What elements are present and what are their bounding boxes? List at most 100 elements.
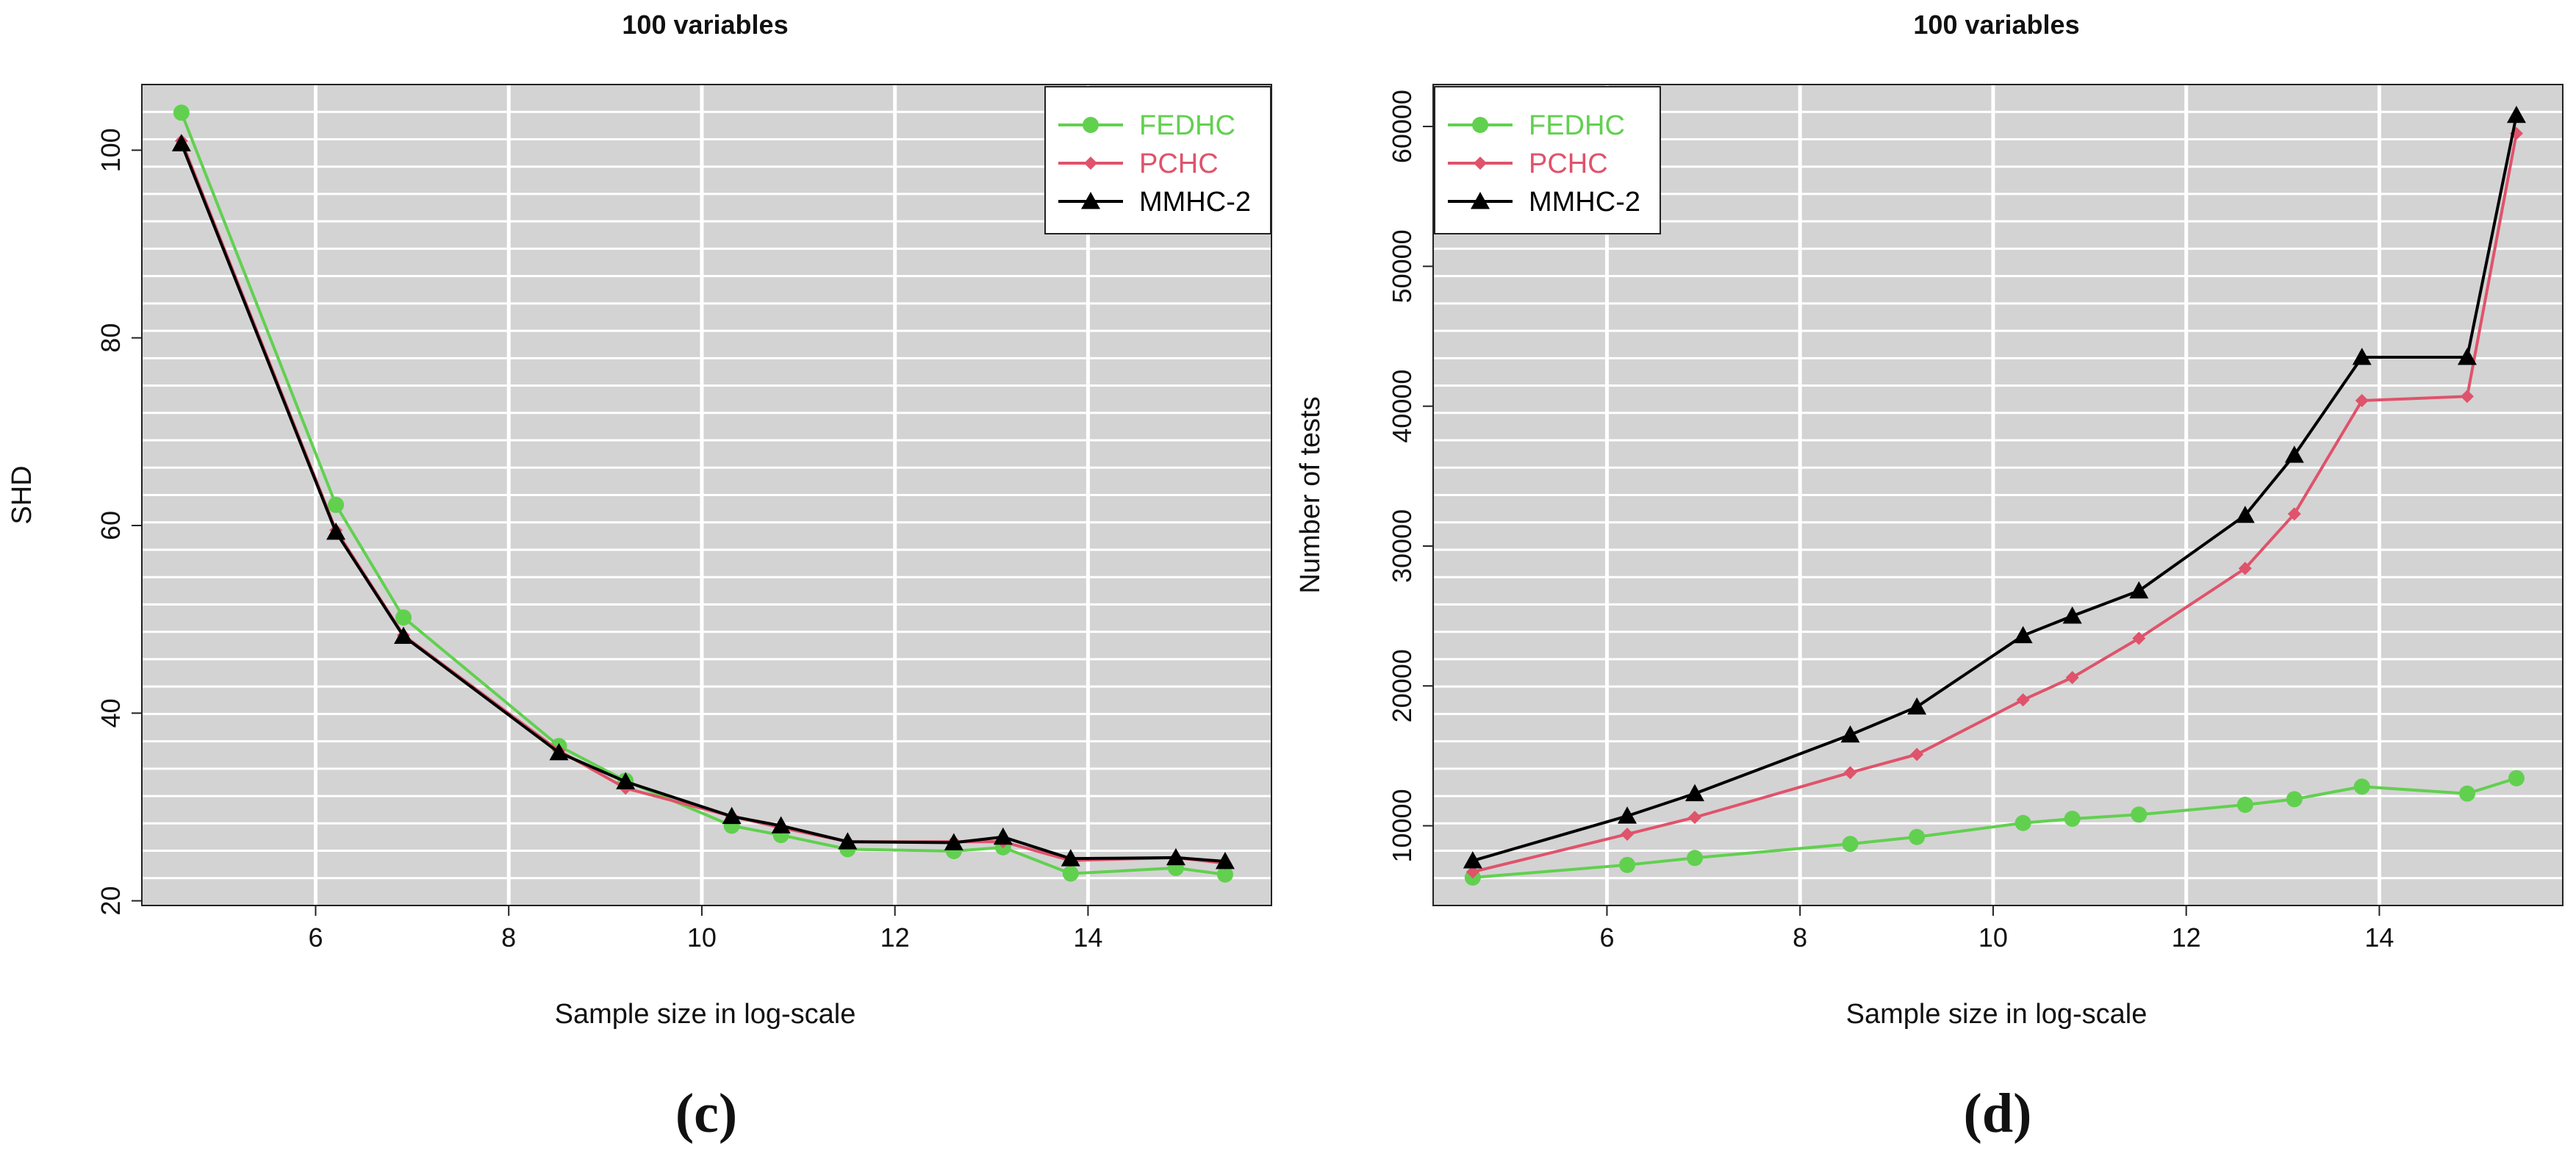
marker-fedhc-4 [1909,828,1926,845]
legend: FEDHC PCHC MMHC-2 [1434,86,1661,234]
legend-label: MMHC-2 [1139,187,1251,218]
marker-mmhc-2-4 [1907,697,1927,715]
y-axis-label: SHD [7,465,37,524]
marker-mmhc-2-3 [549,742,569,761]
marker-pchc-1 [1621,827,1635,841]
marker-fedhc-legend [1083,117,1099,133]
marker-pchc-0 [1465,865,1479,879]
marker-mmhc-2-legend [1081,192,1100,209]
panel-caption: (d) [1964,1083,2032,1144]
marker-fedhc-5 [2014,814,2031,831]
legend-item-pchc: PCHC [1448,148,1608,179]
marker-mmhc-2-5 [722,806,742,825]
marker-fedhc-10 [1062,865,1079,882]
marker-pchc-7 [2132,631,2146,645]
marker-mmhc-2-12 [2506,105,2526,123]
legend-box [1044,86,1271,234]
marker-fedhc-6 [2064,811,2081,828]
x-tick-label: 8 [1793,922,1807,953]
marker-fedhc-1 [1619,856,1636,873]
marker-pchc-10 [2355,394,2369,408]
legend-label: PCHC [1139,148,1219,179]
marker-pchc-legend [1474,157,1487,170]
y-tick-label: 10000 [1387,789,1417,862]
marker-mmhc-2-8 [944,833,964,850]
marker-fedhc-2 [1687,850,1704,867]
marker-mmhc-2-6 [2062,606,2082,624]
x-tick-label: 12 [2172,922,2201,953]
marker-mmhc-2-12 [1215,852,1235,869]
marker-fedhc-1 [328,496,345,513]
marker-pchc-6 [2065,670,2079,684]
marker-mmhc-2-2 [394,626,414,645]
series-pchc [1465,126,2523,879]
y-axis-label: Number of tests [1295,396,1326,593]
horizontal-gridlines [142,110,1271,880]
y-tick-label: 30000 [1387,509,1417,583]
plot-frame [141,84,1272,906]
marker-fedhc-10 [2353,778,2370,795]
series-fedhc [1464,770,2525,886]
marker-fedhc-8 [2236,796,2253,813]
x-tick-label: 6 [308,922,323,953]
legend-item-fedhc: FEDHC [1058,110,1235,141]
y-tick-label: 100 [96,128,126,172]
marker-fedhc-12 [2508,770,2525,786]
legend-label: FEDHC [1529,110,1625,141]
y-tick-label: 20 [96,886,126,916]
x-tick-label: 10 [687,922,717,953]
legend-item-pchc: PCHC [1058,148,1219,179]
marker-mmhc-2-9 [2284,445,2304,463]
marker-fedhc-legend [1472,117,1488,133]
y-tick-label: 80 [96,323,126,353]
panel-d-tests-chart: 6 8 10 12 14 10000 20000 30000 40000 50000 60000 10… [1295,10,2564,1144]
marker-fedhc-9 [2286,791,2303,808]
marker-fedhc-7 [2131,806,2148,823]
x-tick-label: 8 [501,922,516,953]
marker-mmhc-2-legend [1471,192,1490,209]
marker-mmhc-2-9 [993,827,1013,845]
y-tick-label: 60 [96,511,126,540]
marker-mmhc-2-11 [2457,348,2477,365]
legend-item-mmhc-2: MMHC-2 [1058,187,1251,218]
marker-fedhc-2 [395,609,412,626]
x-tick-label: 6 [1599,922,1614,953]
marker-mmhc-2-10 [2352,348,2372,365]
marker-pchc-5 [2016,693,2030,707]
marker-pchc-3 [1843,766,1857,780]
panel-c-shd-chart: 6 8 10 12 14 20 40 60 80 100 100 variables Sample s… [7,10,1272,1144]
x-tick-label: 14 [1073,922,1102,953]
y-tick-label: 40 [96,698,126,728]
series-mmhc-2 [1463,105,2526,869]
y-tick-label: 40000 [1387,370,1417,443]
legend-item-fedhc: FEDHC [1448,110,1625,141]
marker-mmhc-2-5 [2013,625,2033,644]
marker-pchc-2 [1688,811,1702,825]
legend-box [1434,86,1661,234]
y-tick-label: 20000 [1387,649,1417,722]
marker-fedhc-0 [173,104,190,121]
x-axis-label: Sample size in log-scale [555,999,856,1030]
marker-mmhc-2-1 [1618,806,1637,824]
marker-mmhc-2-0 [171,134,191,151]
marker-mmhc-2-8 [2235,506,2255,523]
vertical-gridlines [313,85,1090,905]
panel-caption: (c) [675,1083,737,1144]
series-mmhc-2 [171,134,1235,869]
marker-fedhc-11 [2458,785,2475,802]
marker-mmhc-2-4 [616,772,636,789]
y-tick-label: 50000 [1387,229,1417,303]
marker-fedhc-3 [1842,836,1859,853]
marker-mmhc-2-11 [1166,847,1185,866]
marker-pchc-legend [1084,157,1097,170]
chart-title: 100 variables [1913,10,2079,40]
marker-mmhc-2-0 [1463,851,1482,869]
marker-mmhc-2-7 [838,832,858,850]
legend-item-mmhc-2: MMHC-2 [1448,187,1640,218]
marker-pchc-9 [2287,507,2301,521]
marker-mmhc-2-7 [2129,581,2149,599]
x-tick-label: 14 [2364,922,2394,953]
x-tick-label: 10 [1978,922,2008,953]
legend-label: PCHC [1529,148,1608,179]
x-tick-label: 12 [880,922,910,953]
